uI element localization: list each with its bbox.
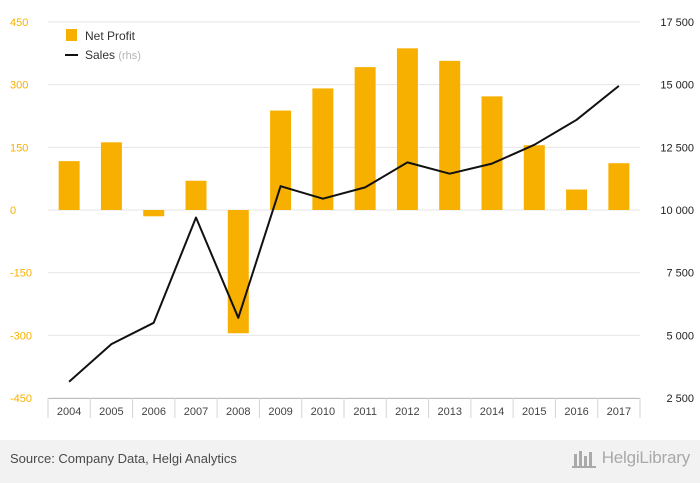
x-axis-tick-label: 2006 xyxy=(141,406,165,418)
left-axis-tick-label: 450 xyxy=(10,17,28,29)
bar-net-profit xyxy=(185,180,207,210)
x-axis-tick-label: 2009 xyxy=(268,406,292,418)
bar-net-profit xyxy=(58,161,80,210)
bar-net-profit xyxy=(608,163,630,210)
footer: Source: Company Data, Helgi Analytics He… xyxy=(0,440,700,483)
right-axis-tick-label: 5 000 xyxy=(666,330,694,342)
left-axis-tick-label: -300 xyxy=(10,330,32,342)
right-axis-tick-label: 12 500 xyxy=(660,142,694,154)
brand-name: HelgiLibrary xyxy=(601,448,691,467)
x-axis-tick-label: 2016 xyxy=(564,406,588,418)
library-icon xyxy=(571,451,596,468)
bar-net-profit xyxy=(439,60,461,210)
bar-net-profit xyxy=(312,88,334,210)
right-axis-tick-label: 17 500 xyxy=(660,17,694,29)
legend-label-sales-suffix: (rhs) xyxy=(118,50,141,62)
source-note: Source: Company Data, Helgi Analytics xyxy=(10,451,237,466)
x-axis-tick-label: 2008 xyxy=(226,406,250,418)
right-axis-tick-label: 2 500 xyxy=(666,393,694,405)
brand[interactable]: HelgiLibrary xyxy=(571,448,691,468)
bar-net-profit xyxy=(566,189,588,210)
chart: 450 300 150 0 -150 -300 -450 17 500 15 000 12 500… xyxy=(10,17,694,418)
x-axis-tick-label: 2011 xyxy=(353,406,377,418)
legend-label-sales: Sales (rhs) xyxy=(85,48,141,62)
x-axis-tick-label: 2005 xyxy=(99,406,123,418)
right-axis-tick-label: 7 500 xyxy=(666,268,694,280)
left-axis-tick-label: 300 xyxy=(10,80,28,92)
x-axis-tick-label: 2013 xyxy=(437,406,461,418)
x-axis-tick-label: 2010 xyxy=(311,406,335,418)
bar-net-profit xyxy=(143,210,165,217)
left-axis-tick-label: -150 xyxy=(10,268,32,280)
left-axis-tick-label: -450 xyxy=(10,393,32,405)
legend-label-net-profit: Net Profit xyxy=(85,29,136,43)
bar-net-profit xyxy=(481,96,503,210)
line-sales xyxy=(68,85,620,383)
bar-net-profit xyxy=(354,67,376,211)
x-axis-tick-label: 2015 xyxy=(522,406,546,418)
left-axis-tick-label: 0 xyxy=(10,205,16,217)
right-axis-tick-label: 15 000 xyxy=(660,80,694,92)
x-axis-tick-label: 2017 xyxy=(607,406,631,418)
legend-swatch-net-profit xyxy=(66,29,77,41)
x-axis-tick-label: 2007 xyxy=(184,406,208,418)
x-axis-tick-label: 2004 xyxy=(57,406,81,418)
right-axis-tick-label: 10 000 xyxy=(660,205,694,217)
bar-net-profit xyxy=(396,48,418,210)
bar-net-profit xyxy=(100,142,122,210)
left-axis-tick-label: 150 xyxy=(10,142,28,154)
bar-net-profit xyxy=(270,110,292,210)
x-axis-tick-label: 2014 xyxy=(480,406,504,418)
bar-net-profit xyxy=(523,145,545,210)
x-axis-tick-label: 2012 xyxy=(395,406,419,418)
